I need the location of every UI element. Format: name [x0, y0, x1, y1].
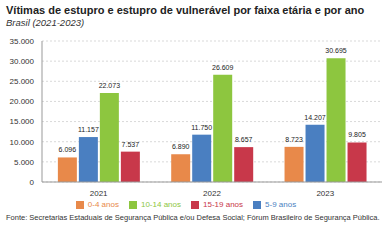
- svg-text:6.890: 6.890: [172, 143, 190, 150]
- svg-text:11.157: 11.157: [78, 126, 99, 133]
- html-text:Brasil (2021-2023): Brasil (2021-2023): [6, 17, 85, 28]
- svg-text:20.000: 20.000: [10, 97, 35, 106]
- svg-text:25.000: 25.000: [10, 77, 35, 86]
- svg-text:15.000: 15.000: [10, 117, 35, 126]
- svg-text:2022: 2022: [203, 189, 221, 198]
- svg-text:6.096: 6.096: [59, 146, 77, 153]
- svg-text:14.207: 14.207: [304, 114, 326, 121]
- svg-text:35.000: 35.000: [10, 37, 35, 46]
- html-text:15-19 anos: 15-19 anos: [203, 200, 243, 209]
- html-text:Vítimas de estupro e estupro d: Vítimas de estupro e estupro de vulneráv…: [6, 4, 365, 16]
- html-text:Fonte: Secretarias Estaduais d: Fonte: Secretarias Estaduais de Seguranç…: [6, 213, 380, 222]
- svg-text:30.695: 30.695: [325, 47, 347, 54]
- svg-text:9.805: 9.805: [348, 131, 366, 138]
- svg-text:26.609: 26.609: [212, 64, 234, 71]
- html-text:0-4 anos: 0-4 anos: [87, 200, 119, 209]
- svg-text:0: 0: [30, 178, 35, 187]
- svg-text:30.000: 30.000: [10, 57, 35, 66]
- svg-text:8.657: 8.657: [235, 136, 253, 143]
- svg-text:10.000: 10.000: [10, 138, 35, 147]
- svg-text:11.750: 11.750: [191, 124, 212, 131]
- svg-text:22.073: 22.073: [99, 82, 121, 89]
- svg-text:2023: 2023: [316, 189, 334, 198]
- svg-text:8.723: 8.723: [285, 136, 303, 143]
- svg-text:2021: 2021: [90, 189, 108, 198]
- svg-text:7.537: 7.537: [122, 141, 140, 148]
- svg-text:5.000: 5.000: [14, 158, 35, 167]
- html-text:5-9 anos: 5-9 anos: [265, 200, 297, 209]
- html-text:10-14 anos: 10-14 anos: [141, 200, 181, 209]
